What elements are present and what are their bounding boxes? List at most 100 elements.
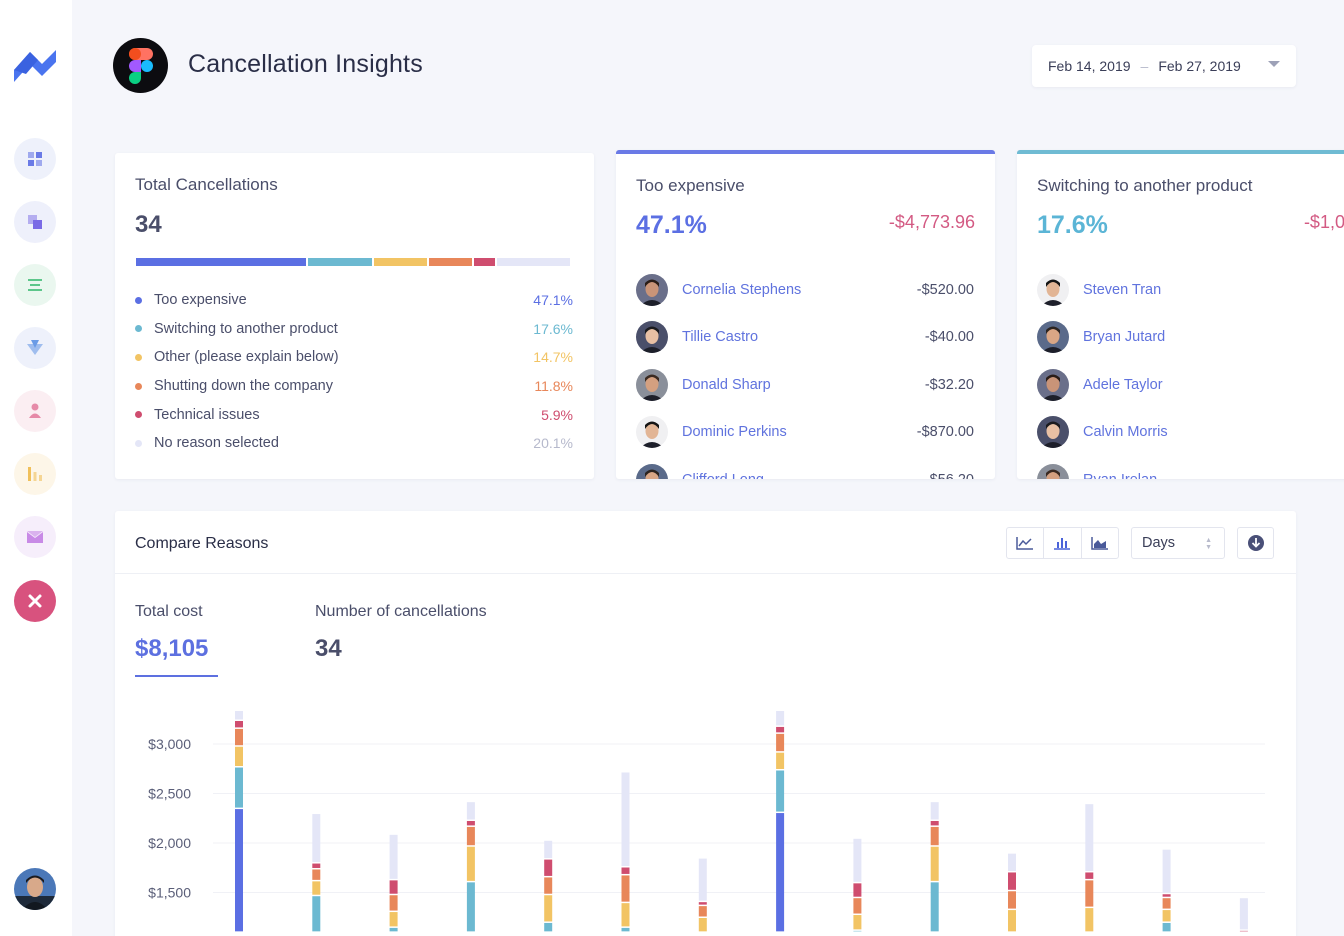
bar-segment[interactable] xyxy=(466,846,475,881)
bar-segment[interactable] xyxy=(389,834,398,879)
bar-segment[interactable] xyxy=(853,915,862,930)
customer-name-link[interactable]: Adele Taylor xyxy=(1083,376,1163,393)
sidebar-item-dashboard[interactable] xyxy=(14,138,56,180)
sidebar-item-user[interactable] xyxy=(14,390,56,432)
bar-segment[interactable] xyxy=(235,711,243,720)
bar-segment[interactable] xyxy=(698,858,707,901)
too-expensive-card[interactable]: Too expensive 47.1% -$4,773.96 Cornelia … xyxy=(616,150,995,479)
customer-row[interactable]: Calvin Morris-$87 xyxy=(1037,409,1344,457)
bar-segment[interactable] xyxy=(389,895,398,911)
legend-item[interactable]: Too expensive 47.1% xyxy=(135,286,573,315)
period-select[interactable]: Days ▲ ▼ xyxy=(1131,527,1225,559)
bar-segment[interactable] xyxy=(698,902,707,905)
switching-product-card[interactable]: Switching to another product 17.6% -$1,0… xyxy=(1017,150,1344,479)
customer-row[interactable]: Cornelia Stephens -$520.00 xyxy=(636,266,974,314)
bar-segment[interactable] xyxy=(621,927,630,932)
customer-row[interactable]: Dominic Perkins -$870.00 xyxy=(636,409,974,457)
customer-name-link[interactable]: Dominic Perkins xyxy=(682,424,787,441)
bar-segment[interactable] xyxy=(544,877,553,894)
bar-segment[interactable] xyxy=(1085,880,1094,907)
sidebar-item-bar-chart[interactable] xyxy=(14,453,56,495)
bar-segment[interactable] xyxy=(698,906,707,917)
bar-segment[interactable] xyxy=(1008,910,1016,932)
user-avatar[interactable] xyxy=(14,868,56,910)
bar-segment[interactable] xyxy=(930,846,939,881)
bar-segment[interactable] xyxy=(853,883,862,897)
bar-segment[interactable] xyxy=(544,922,553,932)
customer-name-link[interactable]: Steven Tran xyxy=(1083,281,1162,298)
bar-segment[interactable] xyxy=(544,840,553,859)
bar-segment[interactable] xyxy=(1162,922,1171,932)
customer-name-link[interactable]: Donald Sharp xyxy=(682,376,771,393)
customer-row[interactable]: Adele Taylor-$3 xyxy=(1037,361,1344,409)
customer-name-link[interactable]: Calvin Morris xyxy=(1083,424,1168,441)
customer-row[interactable]: Bryan Jutard-$4 xyxy=(1037,314,1344,362)
bar-segment[interactable] xyxy=(312,896,321,932)
bar-segment[interactable] xyxy=(235,746,243,767)
legend-item[interactable]: Shutting down the company 11.8% xyxy=(135,372,573,401)
bar-segment[interactable] xyxy=(1162,898,1171,909)
sidebar-item-mail[interactable] xyxy=(14,516,56,558)
bar-segment[interactable] xyxy=(312,881,321,895)
bar-chart-button[interactable] xyxy=(1044,528,1082,558)
legend-item[interactable]: Switching to another product 17.6% xyxy=(135,315,573,344)
bar-segment[interactable] xyxy=(466,882,475,932)
bar-segment[interactable] xyxy=(1239,898,1248,930)
bar-segment[interactable] xyxy=(235,728,243,746)
customer-row[interactable]: Tillie Castro -$40.00 xyxy=(636,314,974,362)
bar-segment[interactable] xyxy=(312,863,321,868)
bar-segment[interactable] xyxy=(930,882,939,932)
customer-name-link[interactable]: Ryan Irelan xyxy=(1083,472,1344,479)
customer-row[interactable]: Steven Tran-$52 xyxy=(1037,266,1344,314)
sidebar-item-prism[interactable] xyxy=(14,327,56,369)
bar-segment[interactable] xyxy=(776,711,785,726)
bar-segment[interactable] xyxy=(621,867,630,874)
customer-row[interactable]: Clifford Long-$56.20 xyxy=(636,456,974,479)
bar-segment[interactable] xyxy=(853,898,862,914)
line-chart-button[interactable] xyxy=(1007,528,1045,558)
bar-segment[interactable] xyxy=(776,733,785,752)
date-range-picker[interactable]: Feb 14, 2019 – Feb 27, 2019 xyxy=(1032,45,1296,87)
bar-segment[interactable] xyxy=(621,875,630,902)
customer-name-link[interactable]: Cornelia Stephens xyxy=(682,281,802,298)
bar-segment[interactable] xyxy=(1085,872,1094,879)
chevron-down-icon[interactable] xyxy=(1268,61,1280,67)
bar-segment[interactable] xyxy=(1085,804,1094,871)
app-logo-icon[interactable] xyxy=(12,44,58,88)
total-cost-label[interactable]: Total cost xyxy=(135,603,203,620)
bar-segment[interactable] xyxy=(235,720,243,728)
legend-item[interactable]: Other (please explain below) 14.7% xyxy=(135,343,573,372)
total-cost-value[interactable]: $8,105 xyxy=(135,635,209,662)
bar-segment[interactable] xyxy=(776,813,785,932)
area-chart-button[interactable] xyxy=(1082,528,1118,558)
bar-segment[interactable] xyxy=(389,880,398,894)
bar-segment[interactable] xyxy=(312,814,321,863)
bar-segment[interactable] xyxy=(466,820,475,826)
bar-segment[interactable] xyxy=(776,752,785,769)
bar-segment[interactable] xyxy=(1162,894,1171,897)
bar-segment[interactable] xyxy=(621,772,630,867)
sidebar-item-list[interactable] xyxy=(14,264,56,306)
sidebar-item-cancel[interactable] xyxy=(14,580,56,622)
bar-segment[interactable] xyxy=(1008,891,1016,909)
cancellations-count-value[interactable]: 34 xyxy=(315,635,342,662)
bar-segment[interactable] xyxy=(1162,910,1171,922)
bar-segment[interactable] xyxy=(698,918,707,932)
cancellations-count-label[interactable]: Number of cancellations xyxy=(315,603,487,620)
bar-segment[interactable] xyxy=(776,770,785,812)
bar-segment[interactable] xyxy=(544,859,553,876)
bar-segment[interactable] xyxy=(621,903,630,927)
bar-segment[interactable] xyxy=(1008,872,1016,890)
bar-segment[interactable] xyxy=(776,726,785,733)
download-button[interactable] xyxy=(1237,527,1274,559)
bar-segment[interactable] xyxy=(930,802,939,820)
bar-segment[interactable] xyxy=(389,927,398,932)
sidebar-item-layers[interactable] xyxy=(14,201,56,243)
customer-name-link[interactable]: Clifford Long xyxy=(682,472,925,479)
bar-segment[interactable] xyxy=(930,820,939,826)
customer-row[interactable]: Donald Sharp -$32.20 xyxy=(636,361,974,409)
legend-item[interactable]: Technical issues 5.9% xyxy=(135,400,573,429)
bar-segment[interactable] xyxy=(235,809,243,932)
bar-segment[interactable] xyxy=(1008,853,1016,871)
bar-segment[interactable] xyxy=(1162,849,1171,893)
